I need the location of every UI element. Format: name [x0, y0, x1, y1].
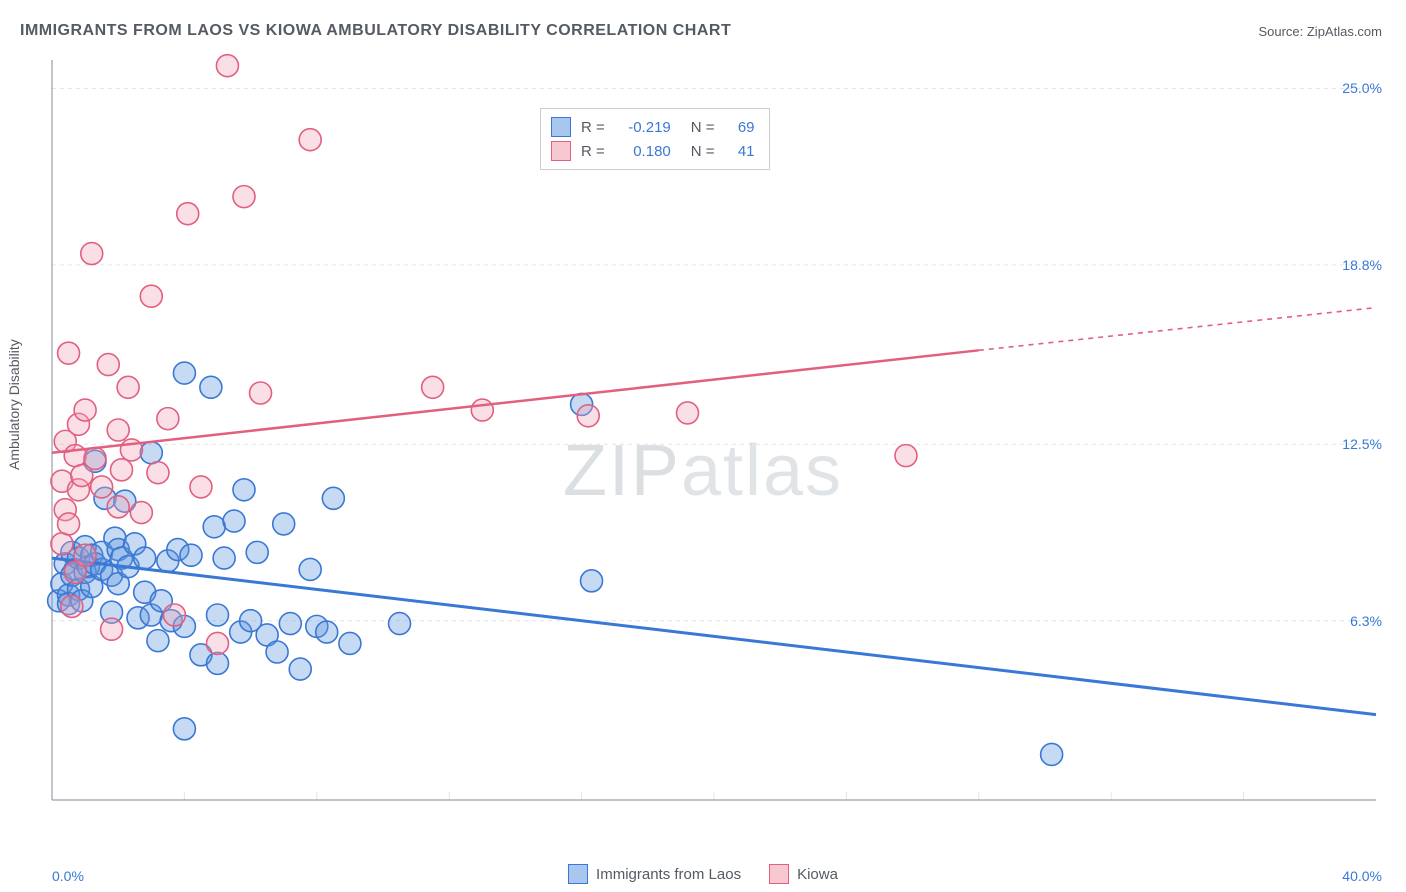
data-point: [895, 445, 917, 467]
data-point: [246, 541, 268, 563]
data-point: [61, 595, 83, 617]
r-label: R =: [581, 143, 605, 160]
data-point: [1041, 743, 1063, 765]
n-value: 69: [725, 119, 755, 136]
data-point: [117, 376, 139, 398]
y-tick-label: 25.0%: [1342, 80, 1382, 96]
source-prefix: Source:: [1258, 24, 1306, 39]
data-point: [107, 496, 129, 518]
data-point: [180, 544, 202, 566]
series-swatch: [551, 141, 571, 161]
r-label: R =: [581, 119, 605, 136]
legend-item: Immigrants from Laos: [568, 864, 741, 884]
data-point: [207, 604, 229, 626]
data-point: [233, 479, 255, 501]
data-point: [677, 402, 699, 424]
data-point: [134, 547, 156, 569]
data-point: [389, 613, 411, 635]
y-tick-label: 6.3%: [1350, 613, 1382, 629]
series-swatch: [551, 117, 571, 137]
data-point: [213, 547, 235, 569]
data-point: [316, 621, 338, 643]
scatter-chart: [0, 50, 1406, 850]
data-point: [190, 476, 212, 498]
data-point: [163, 604, 185, 626]
data-point: [51, 533, 73, 555]
data-point: [216, 55, 238, 77]
source-link[interactable]: ZipAtlas.com: [1307, 24, 1382, 39]
data-point: [273, 513, 295, 535]
data-point: [279, 613, 301, 635]
data-point: [147, 630, 169, 652]
y-tick-label: 12.5%: [1342, 436, 1382, 452]
data-point: [173, 718, 195, 740]
data-point: [101, 618, 123, 640]
data-point: [223, 510, 245, 532]
legend-label: Immigrants from Laos: [596, 866, 741, 883]
chart-area: Ambulatory Disability ZIPatlas R =-0.219…: [0, 50, 1406, 892]
data-point: [322, 487, 344, 509]
data-point: [266, 641, 288, 663]
r-value: -0.219: [615, 119, 671, 136]
y-axis-label: Ambulatory Disability: [6, 339, 22, 470]
legend-item: Kiowa: [769, 864, 838, 884]
correlation-row: R = 0.180 N = 41: [551, 139, 755, 163]
data-point: [140, 285, 162, 307]
data-point: [177, 203, 199, 225]
data-point: [173, 362, 195, 384]
data-point: [58, 513, 80, 535]
data-point: [97, 354, 119, 376]
legend-label: Kiowa: [797, 866, 838, 883]
data-point: [84, 447, 106, 469]
y-tick-label: 18.8%: [1342, 257, 1382, 273]
data-point: [200, 376, 222, 398]
data-point: [203, 516, 225, 538]
data-point: [207, 632, 229, 654]
data-point: [111, 459, 133, 481]
chart-title: IMMIGRANTS FROM LAOS VS KIOWA AMBULATORY…: [20, 22, 731, 40]
data-point: [147, 462, 169, 484]
data-point: [581, 570, 603, 592]
data-point: [81, 243, 103, 265]
legend-bottom: Immigrants from Laos Kiowa: [0, 864, 1406, 888]
trend-line-dashed: [979, 308, 1376, 351]
legend-swatch: [568, 864, 588, 884]
data-point: [140, 442, 162, 464]
correlation-row: R = -0.219 N = 69: [551, 115, 755, 139]
source-attrib: Source: ZipAtlas.com: [1258, 24, 1382, 39]
data-point: [64, 445, 86, 467]
legend-swatch: [769, 864, 789, 884]
data-point: [91, 476, 113, 498]
data-point: [58, 342, 80, 364]
n-value: 41: [725, 143, 755, 160]
data-point: [289, 658, 311, 680]
data-point: [250, 382, 272, 404]
data-point: [233, 186, 255, 208]
data-point: [577, 405, 599, 427]
n-label: N =: [691, 143, 715, 160]
data-point: [339, 632, 361, 654]
data-point: [471, 399, 493, 421]
data-point: [299, 558, 321, 580]
data-point: [157, 408, 179, 430]
data-point: [107, 419, 129, 441]
data-point: [130, 502, 152, 524]
correlation-box: R = -0.219 N = 69 R = 0.180 N = 41: [540, 108, 770, 170]
data-point: [74, 544, 96, 566]
data-point: [299, 129, 321, 151]
r-value: 0.180: [615, 143, 671, 160]
n-label: N =: [691, 119, 715, 136]
data-point: [422, 376, 444, 398]
data-point: [207, 652, 229, 674]
data-point: [74, 399, 96, 421]
